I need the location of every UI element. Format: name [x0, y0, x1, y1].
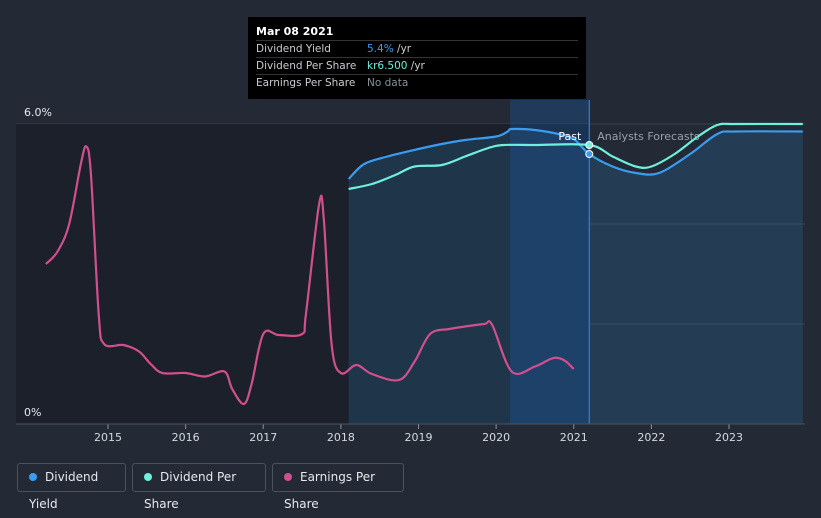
y-tick-label: 0% — [24, 406, 41, 419]
x-tick-label: 2016 — [172, 431, 200, 444]
past-region — [16, 124, 590, 424]
x-tick-label: 2017 — [249, 431, 277, 444]
dividend-yield-area — [348, 129, 803, 424]
x-tick-label: 2020 — [482, 431, 510, 444]
x-tick-label: 2021 — [560, 431, 588, 444]
y-axis: 6.0% 0% — [24, 106, 52, 419]
tooltip-label: Earnings Per Share — [256, 77, 356, 89]
hover-band — [510, 100, 590, 424]
tooltip-row-earnings-per-share: Earnings Per Share No data — [256, 74, 578, 91]
dividend-yield-marker — [585, 150, 594, 158]
legend-earnings-per-share[interactable]: Earnings Per Share — [272, 463, 404, 511]
x-tick-label: 2015 — [94, 431, 122, 444]
tooltip-label: Dividend Per Share — [256, 60, 357, 72]
series-line-dividend-yield — [347, 127, 803, 180]
series-line-earnings-per-share — [45, 145, 575, 406]
tooltip-row-dividend-per-share: Dividend Per Share kr6.500 /yr — [256, 57, 578, 74]
dividend-per-share-marker — [585, 141, 594, 149]
legend-dot-icon — [284, 473, 292, 481]
x-tick-label: 2019 — [405, 431, 433, 444]
legend-dot-icon — [29, 473, 37, 481]
tooltip-value: No data — [367, 77, 409, 89]
series-line-dividend-per-share — [348, 122, 803, 191]
tooltip: Mar 08 2021 Dividend Yield 5.4% /yr Divi… — [248, 17, 586, 99]
x-tick-label: 2023 — [715, 431, 743, 444]
tooltip-value: 5.4% /yr — [367, 43, 412, 55]
x-tick-label: 2022 — [637, 431, 665, 444]
past-shading — [16, 100, 803, 424]
tooltip-label: Dividend Yield — [256, 43, 331, 55]
x-tick-label: 2018 — [327, 431, 355, 444]
legend-dot-icon — [144, 473, 152, 481]
tooltip-date: Mar 08 2021 — [256, 25, 334, 38]
tooltip-value: kr6.500 /yr — [367, 60, 425, 72]
legend-dividend-per-share[interactable]: Dividend Per Share — [132, 463, 266, 511]
forecast-label: Analysts Forecasts — [597, 130, 700, 143]
tooltip-row-dividend-yield: Dividend Yield 5.4% /yr — [256, 40, 578, 57]
x-axis: 2015 2016 2017 2018 2019 2020 2021 2022 2023 — [16, 423, 805, 444]
y-tick-label: 6.0% — [24, 106, 52, 119]
series-lines — [45, 122, 803, 406]
annotations: Past Analysts Forecasts — [558, 130, 700, 143]
legend-dividend-yield[interactable]: Dividend Yield — [17, 463, 126, 511]
past-label: Past — [558, 130, 582, 143]
